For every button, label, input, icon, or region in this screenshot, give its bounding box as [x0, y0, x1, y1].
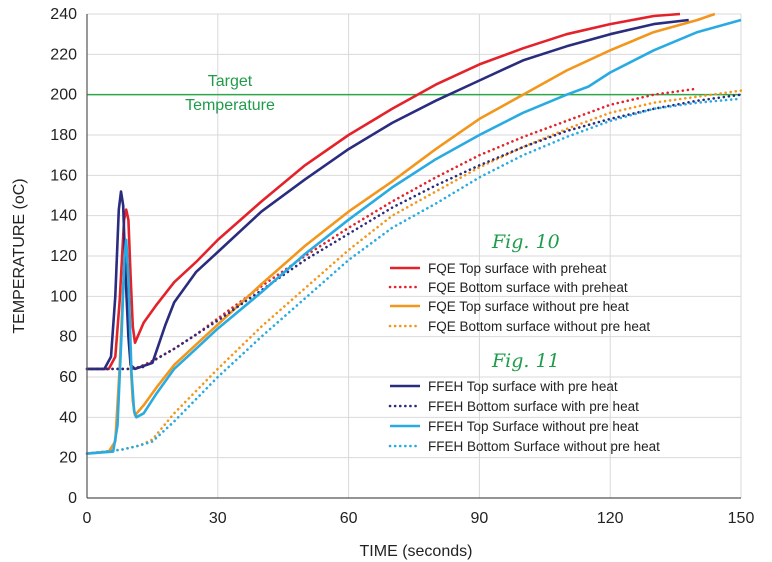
- legend-label-7: FFEH Top Surface without pre heat: [428, 419, 639, 434]
- x-tick-label: 150: [728, 510, 755, 527]
- fig10-label: Fig. 10: [491, 231, 560, 253]
- y-tick-label: 40: [59, 409, 77, 426]
- x-axis-title: TIME (seconds): [360, 543, 473, 560]
- y-tick-label: 200: [50, 87, 77, 104]
- legend-label-8: FFEH Bottom Surface without pre heat: [428, 439, 660, 454]
- series-line-7: [86, 18, 742, 455]
- y-tick-label: 240: [50, 6, 77, 23]
- y-tick-label: 20: [59, 450, 77, 467]
- legend-label-6: FFEH Bottom surface with pre heat: [428, 399, 639, 414]
- y-tick-label: 140: [50, 208, 77, 225]
- series-line-3: [86, 12, 716, 455]
- legend-label-4: FQE Bottom surface without pre heat: [428, 319, 650, 334]
- grid-lines: [87, 13, 742, 498]
- y-tick-label: 160: [50, 167, 77, 184]
- y-tick-label: 120: [50, 248, 77, 265]
- tick-labels: 0 20 40 60 80 100 120 140 160 180 200 220 240 0 30 60 90…: [50, 6, 754, 527]
- y-tick-label: 100: [50, 288, 77, 305]
- x-tick-label: 120: [597, 510, 624, 527]
- series-line-2: [85, 87, 699, 371]
- y-tick-label: 0: [68, 490, 77, 507]
- axes: [86, 14, 741, 499]
- legend-label-1: FQE Top surface with preheat: [428, 261, 607, 276]
- series-layer: [85, 12, 743, 455]
- y-tick-label: 220: [50, 46, 77, 63]
- series-line-6: [85, 93, 743, 371]
- series-line-1: [87, 12, 681, 371]
- legend-label-5: FFEH Top surface with pre heat: [428, 379, 618, 394]
- x-tick-label: 90: [471, 510, 489, 527]
- series-line-4: [85, 89, 743, 455]
- y-tick-label: 60: [59, 369, 77, 386]
- target-label-line2: Temperature: [185, 97, 275, 114]
- legend: FQE Top surface with preheat FQE Bottom s…: [388, 261, 660, 454]
- y-tick-label: 180: [50, 127, 77, 144]
- y-axis-title: TEMPERATURE (oC): [11, 178, 28, 333]
- series-line-5: [87, 18, 689, 371]
- legend-label-3: FQE Top surface without pre heat: [428, 299, 629, 314]
- x-tick-label: 30: [209, 510, 227, 527]
- series-line-8: [85, 97, 743, 455]
- x-tick-label: 60: [340, 510, 358, 527]
- x-tick-label: 0: [83, 510, 92, 527]
- legend-label-2: FQE Bottom surface with preheat: [428, 280, 628, 295]
- fig11-label: Fig. 11: [491, 350, 560, 372]
- target-label-line1: Target: [208, 73, 253, 90]
- y-tick-label: 80: [59, 329, 77, 346]
